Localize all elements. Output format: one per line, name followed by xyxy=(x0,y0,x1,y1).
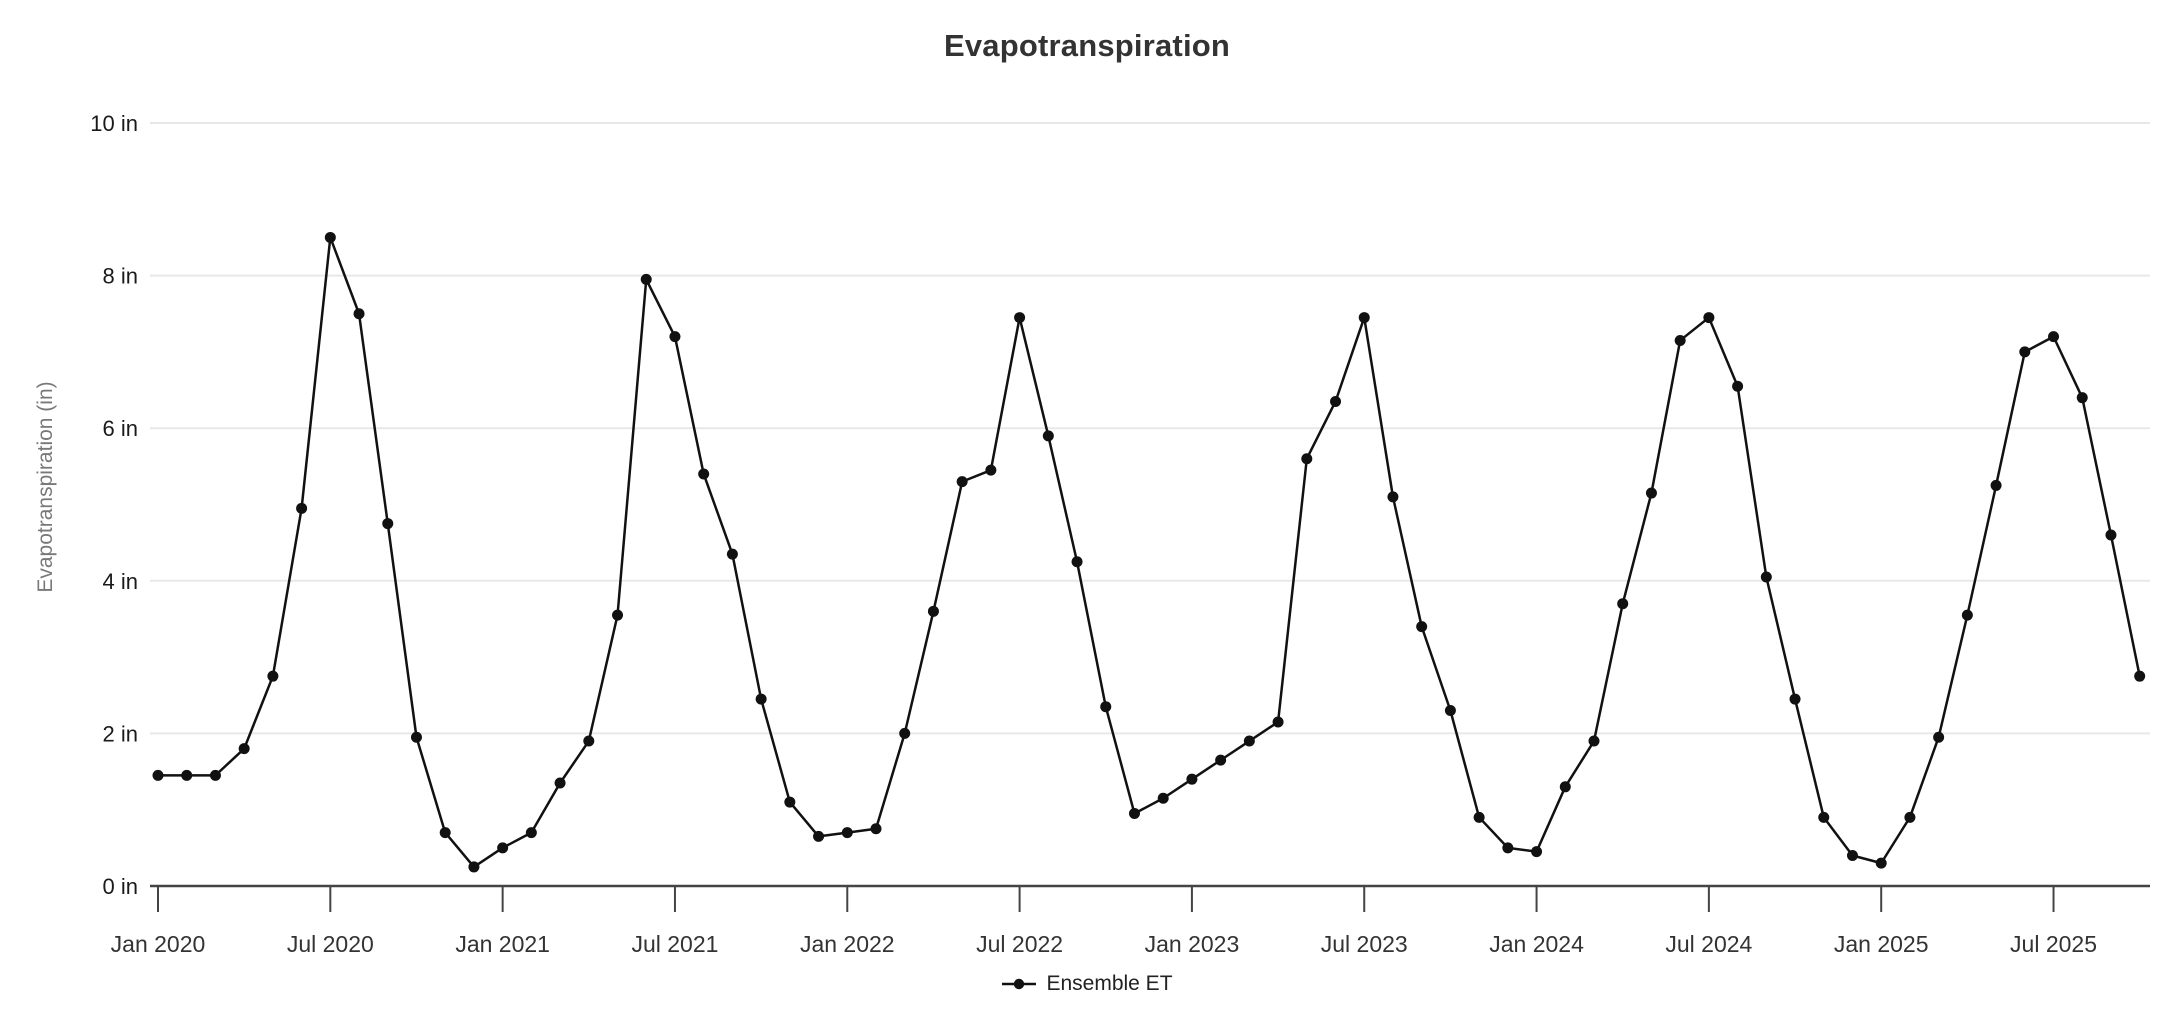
data-point-marker[interactable] xyxy=(1330,395,1342,407)
data-point-marker[interactable] xyxy=(1617,598,1629,610)
data-point-marker[interactable] xyxy=(1157,792,1169,804)
data-point-marker[interactable] xyxy=(1071,556,1083,568)
data-point-marker[interactable] xyxy=(1645,487,1657,499)
data-point-marker[interactable] xyxy=(353,308,365,320)
x-tick-label: Jul 2025 xyxy=(2010,931,2097,957)
data-point-marker[interactable] xyxy=(612,609,624,621)
data-point-marker[interactable] xyxy=(1416,621,1428,633)
y-tick-label: 0 in xyxy=(103,874,138,899)
y-tick-label: 6 in xyxy=(103,416,138,441)
data-point-marker[interactable] xyxy=(1186,773,1198,785)
data-point-marker[interactable] xyxy=(927,605,939,617)
data-point-marker[interactable] xyxy=(267,670,279,682)
data-point-marker[interactable] xyxy=(1674,334,1686,346)
data-point-marker[interactable] xyxy=(1301,453,1313,465)
data-point-marker[interactable] xyxy=(238,743,250,755)
data-point-marker[interactable] xyxy=(956,476,968,488)
x-tick-label: Jan 2024 xyxy=(1489,931,1584,957)
data-point-marker[interactable] xyxy=(2105,529,2117,541)
data-point-marker[interactable] xyxy=(1760,571,1772,583)
data-point-marker[interactable] xyxy=(1875,857,1887,869)
data-point-marker[interactable] xyxy=(296,502,308,514)
data-point-marker[interactable] xyxy=(2019,346,2031,358)
x-tick-label: Jan 2023 xyxy=(1145,931,1240,957)
data-point-marker[interactable] xyxy=(497,842,509,854)
x-tick-label: Jul 2023 xyxy=(1321,931,1408,957)
data-point-marker[interactable] xyxy=(1990,479,2002,491)
data-point-marker[interactable] xyxy=(209,769,221,781)
data-point-marker[interactable] xyxy=(640,273,652,285)
x-tick-label: Jul 2022 xyxy=(976,931,1063,957)
data-point-marker[interactable] xyxy=(1588,735,1600,747)
legend-label: Ensemble ET xyxy=(1046,972,1173,995)
data-point-marker[interactable] xyxy=(1531,846,1543,858)
data-point-marker[interactable] xyxy=(1789,693,1801,705)
data-point-marker[interactable] xyxy=(525,827,537,839)
data-point-marker[interactable] xyxy=(2134,670,2146,682)
y-tick-label: 4 in xyxy=(103,569,138,594)
x-tick-label: Jul 2021 xyxy=(631,931,718,957)
data-point-marker[interactable] xyxy=(1961,609,1973,621)
y-tick-label: 2 in xyxy=(103,721,138,746)
x-tick-label: Jan 2020 xyxy=(111,931,206,957)
data-point-marker[interactable] xyxy=(726,548,738,560)
legend: Ensemble ET xyxy=(0,972,2174,996)
data-point-marker[interactable] xyxy=(1215,754,1227,766)
data-point-marker[interactable] xyxy=(1818,811,1830,823)
y-tick-label: 10 in xyxy=(90,111,138,136)
x-tick-label: Jul 2020 xyxy=(287,931,374,957)
data-point-marker[interactable] xyxy=(1128,808,1140,820)
data-point-marker[interactable] xyxy=(1014,312,1026,324)
data-point-marker[interactable] xyxy=(985,464,997,476)
y-tick-label: 8 in xyxy=(103,264,138,289)
data-point-marker[interactable] xyxy=(755,693,767,705)
data-point-marker[interactable] xyxy=(1272,716,1284,728)
data-point-marker[interactable] xyxy=(1732,380,1744,392)
chart-title: Evapotranspiration xyxy=(943,28,1231,63)
data-point-marker[interactable] xyxy=(1933,731,1945,743)
data-point-marker[interactable] xyxy=(554,777,566,789)
data-point-marker[interactable] xyxy=(324,231,336,243)
series-line xyxy=(158,236,2141,869)
data-point-marker[interactable] xyxy=(439,827,451,839)
legend-item-ensemble-et[interactable]: Ensemble ET xyxy=(1001,972,1173,996)
data-point-marker[interactable] xyxy=(1559,781,1571,793)
line-marker-icon xyxy=(1002,978,1037,990)
data-point-marker[interactable] xyxy=(468,861,480,873)
x-tick-label: Jul 2024 xyxy=(1665,931,1752,957)
data-point-marker[interactable] xyxy=(1100,701,1112,713)
data-point-marker[interactable] xyxy=(1904,811,1916,823)
data-point-marker[interactable] xyxy=(784,796,796,808)
data-point-marker[interactable] xyxy=(152,769,164,781)
data-point-marker[interactable] xyxy=(669,331,681,343)
data-point-marker[interactable] xyxy=(1243,735,1255,747)
data-point-marker[interactable] xyxy=(181,769,193,781)
x-tick-label: Jan 2021 xyxy=(455,931,550,957)
data-point-marker[interactable] xyxy=(2076,392,2088,404)
data-point-marker[interactable] xyxy=(698,468,710,480)
data-point-marker[interactable] xyxy=(1358,312,1370,324)
x-tick-label: Jan 2022 xyxy=(800,931,895,957)
data-point-marker[interactable] xyxy=(2048,331,2060,343)
data-point-marker[interactable] xyxy=(870,823,882,835)
x-tick-label: Jan 2025 xyxy=(1834,931,1929,957)
data-point-marker[interactable] xyxy=(1042,430,1054,442)
data-point-marker[interactable] xyxy=(813,830,825,842)
data-point-marker[interactable] xyxy=(841,827,853,839)
data-point-marker[interactable] xyxy=(899,727,911,739)
data-point-marker[interactable] xyxy=(1473,811,1485,823)
data-point-marker[interactable] xyxy=(1846,849,1858,861)
data-point-marker[interactable] xyxy=(1703,312,1715,324)
data-point-marker[interactable] xyxy=(410,731,422,743)
data-point-marker[interactable] xyxy=(382,518,394,530)
data-point-marker[interactable] xyxy=(583,735,595,747)
data-point-marker[interactable] xyxy=(1444,705,1456,717)
data-point-marker[interactable] xyxy=(1387,491,1399,503)
data-point-marker[interactable] xyxy=(1502,842,1514,854)
